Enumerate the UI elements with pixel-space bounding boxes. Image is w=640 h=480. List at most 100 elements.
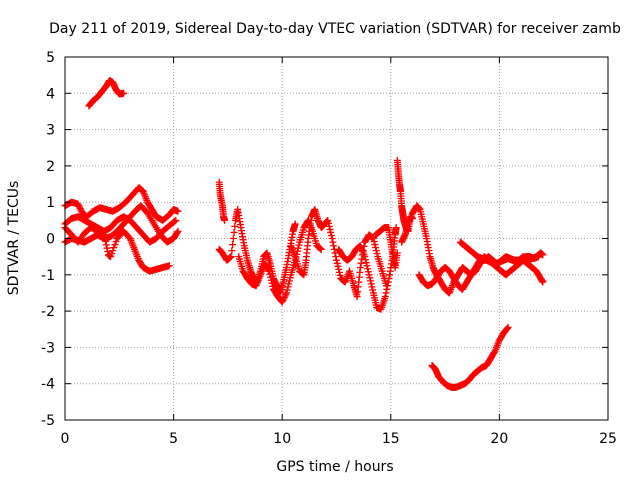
data-point: [329, 238, 337, 246]
series-track-a: [61, 184, 182, 224]
data-point: [102, 241, 110, 249]
data-point: [102, 238, 110, 246]
data-point: [490, 348, 498, 356]
series-track-d: [61, 224, 173, 275]
x-tick-label: 15: [382, 431, 400, 447]
y-tick-label: -5: [41, 413, 55, 429]
y-tick-label: 4: [46, 86, 55, 102]
data-point: [361, 253, 369, 261]
data-point: [74, 200, 82, 208]
series-track-e: [215, 178, 229, 224]
data-point: [393, 249, 401, 257]
data-point: [264, 266, 272, 274]
y-tick-label: 1: [46, 195, 55, 211]
data-point: [174, 227, 182, 235]
data-point: [173, 228, 181, 236]
y-tick-label: -1: [41, 268, 55, 284]
data-point: [229, 241, 237, 249]
data-point: [539, 251, 547, 259]
data-point: [294, 244, 302, 252]
y-tick-label: 0: [46, 232, 55, 248]
data-point: [367, 277, 375, 285]
data-point: [383, 285, 391, 293]
data-point: [265, 267, 273, 275]
data-point: [269, 282, 277, 290]
data-point: [280, 295, 288, 303]
data-point: [267, 273, 275, 281]
data-point: [332, 253, 340, 261]
series-track-g: [235, 216, 325, 306]
data-point: [504, 323, 512, 331]
data-point: [369, 286, 377, 294]
data-point: [539, 278, 547, 286]
y-tick-label: -4: [41, 377, 55, 393]
data-point: [334, 262, 342, 270]
x-tick-label: 10: [273, 431, 291, 447]
data-point: [75, 203, 83, 211]
data-point: [370, 238, 378, 246]
data-point: [231, 222, 239, 230]
data-point: [325, 219, 333, 227]
data-point: [109, 247, 117, 255]
data-point: [534, 253, 542, 261]
y-axis-label: SDTVAR / TECUs: [6, 181, 22, 296]
data-point: [279, 297, 287, 305]
data-point: [291, 220, 299, 228]
data-point: [365, 271, 373, 279]
data-point: [221, 216, 229, 224]
data-point: [110, 244, 118, 252]
data-point: [104, 248, 112, 256]
series-track-k: [393, 156, 417, 235]
data-point: [382, 289, 390, 297]
data-point: [282, 290, 290, 298]
series-track-upper-left: [85, 77, 128, 110]
y-axis-ticks: -5 -4 -3 -2 -1 0 1 2 3 4 5: [41, 50, 608, 429]
data-point: [333, 259, 341, 267]
data-point: [384, 278, 392, 286]
data-point: [281, 292, 289, 300]
data-point: [503, 324, 511, 332]
data-point: [230, 228, 238, 236]
data-point: [228, 247, 236, 255]
y-tick-label: 3: [46, 123, 55, 139]
data-point: [372, 247, 380, 255]
data-point: [369, 235, 377, 242]
series-track-h: [287, 205, 390, 301]
data-point: [335, 265, 343, 273]
y-tick-label: 5: [46, 50, 55, 66]
data-point: [285, 280, 293, 288]
x-axis-label: GPS time / hours: [276, 459, 393, 475]
data-point: [280, 293, 288, 301]
data-point: [103, 244, 111, 252]
data-point: [317, 245, 325, 253]
y-tick-label: -3: [41, 340, 55, 356]
data-point: [77, 206, 85, 214]
x-tick-label: 25: [599, 431, 617, 447]
y-tick-label: -2: [41, 304, 55, 320]
grid-lines: [65, 57, 608, 420]
data-point: [285, 277, 293, 285]
data-point: [284, 283, 292, 291]
y-tick-label: 2: [46, 159, 55, 175]
data-point: [363, 262, 371, 270]
data-point: [324, 216, 332, 224]
data-point: [366, 274, 374, 282]
data-point: [266, 270, 274, 278]
data-point: [330, 242, 338, 250]
data-point: [328, 235, 336, 242]
x-tick-label: 0: [61, 431, 70, 447]
data-point: [371, 241, 379, 249]
data-point: [361, 256, 369, 264]
data-point: [108, 250, 116, 258]
data-point: [327, 231, 335, 239]
series-track-j: [372, 224, 401, 272]
x-tick-label: 5: [169, 431, 178, 447]
data-point: [107, 253, 115, 261]
data-point: [283, 286, 291, 294]
data-point: [326, 225, 334, 233]
data-point: [286, 274, 294, 282]
data-point: [75, 202, 83, 210]
data-point: [392, 224, 400, 232]
data-point: [101, 234, 109, 242]
